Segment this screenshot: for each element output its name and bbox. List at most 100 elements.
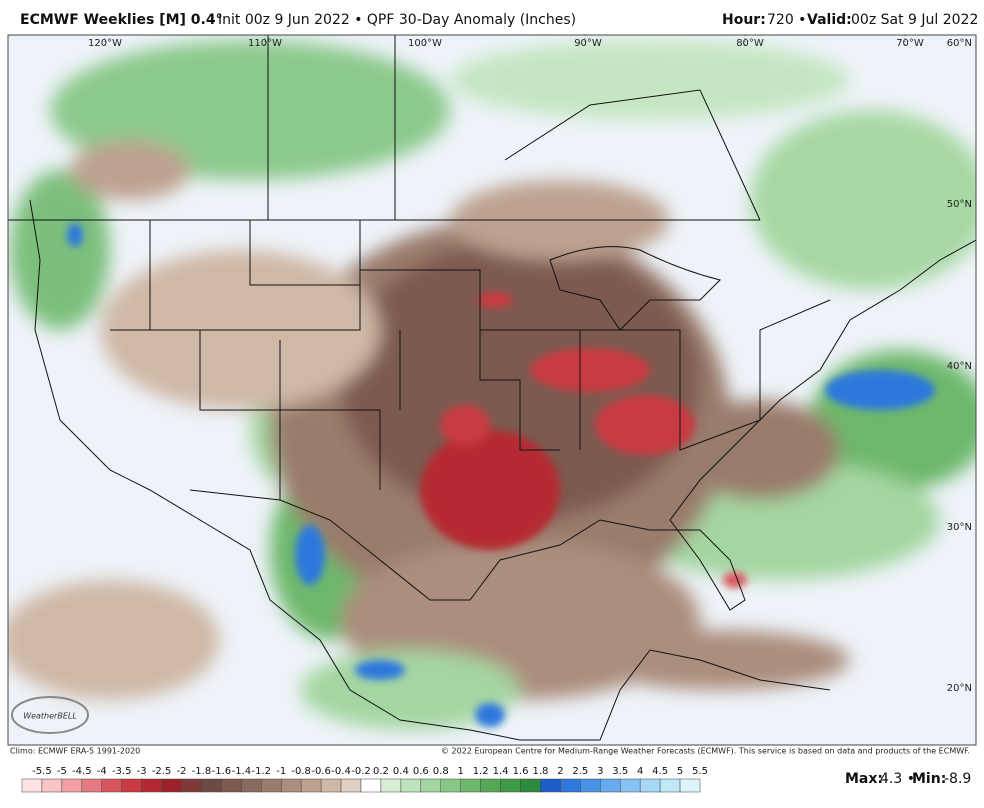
colorbar-label: 2.5 bbox=[572, 766, 588, 777]
colorbar-swatch bbox=[440, 778, 461, 793]
colorbar-label: 3.5 bbox=[612, 766, 628, 777]
lon-label: 120°W bbox=[88, 38, 122, 49]
colorbar-label: -1.6 bbox=[212, 766, 232, 777]
colorbar-label: 1.6 bbox=[513, 766, 529, 777]
colorbar-label: -1 bbox=[276, 766, 286, 777]
colorbar-label: 1.2 bbox=[473, 766, 489, 777]
colorbar-swatch bbox=[659, 778, 681, 793]
colorbar-label: -2.5 bbox=[152, 766, 172, 777]
valid: 00z Sat 9 Jul 2022 bbox=[851, 12, 978, 28]
colorbar-label: -5.5 bbox=[32, 766, 52, 777]
colorbar-swatch bbox=[201, 778, 222, 793]
colorbar-label: 0.8 bbox=[433, 766, 449, 777]
colorbar-swatch bbox=[639, 778, 661, 793]
lat-label: 30°N bbox=[947, 522, 972, 533]
min-label: Min: bbox=[912, 771, 946, 787]
lon-label: 80°W bbox=[736, 38, 764, 49]
map: WeatherBELL WeatherBELL bbox=[8, 35, 976, 745]
lat-label: 60°N bbox=[947, 38, 972, 49]
colorbar-swatch bbox=[300, 778, 322, 793]
colorbar-swatch bbox=[679, 778, 701, 793]
anomaly-field-strong bbox=[67, 223, 935, 727]
max-label: Max: bbox=[845, 771, 883, 787]
map-frame bbox=[7, 34, 977, 746]
colorbar-swatch bbox=[520, 778, 541, 793]
hour-label: Hour: bbox=[722, 12, 766, 28]
colorbar-label: 0.6 bbox=[413, 766, 429, 777]
colorbar-swatch bbox=[580, 778, 601, 793]
colorbar-label: 4 bbox=[637, 766, 643, 777]
colorbar-label: 4.5 bbox=[652, 766, 668, 777]
colorbar-swatch bbox=[500, 778, 521, 793]
title-rest: Init 00z 9 Jun 2022 • QPF 30-Day Anomaly… bbox=[218, 12, 576, 28]
lon-label: 90°W bbox=[574, 38, 602, 49]
colorbar-swatch bbox=[41, 778, 63, 793]
watermark-text: WeatherBELL bbox=[23, 712, 77, 721]
colorbar-swatch bbox=[161, 778, 182, 793]
colorbar-swatch bbox=[600, 778, 621, 793]
colorbar-swatch bbox=[280, 778, 302, 793]
colorbar-label: 2 bbox=[557, 766, 563, 777]
colorbar-swatch bbox=[460, 778, 481, 793]
copyright: © 2022 European Centre for Medium-Range … bbox=[441, 747, 970, 756]
colorbar-label: -4 bbox=[97, 766, 107, 777]
colorbar-label: -0.8 bbox=[291, 766, 311, 777]
hour: 720 • bbox=[767, 12, 806, 28]
anomaly-field bbox=[8, 40, 976, 730]
colorbar-swatch bbox=[380, 778, 402, 793]
colorbar-label: 5.5 bbox=[692, 766, 708, 777]
colorbar-swatch bbox=[141, 778, 162, 793]
title-bold: ECMWF Weeklies [M] 0.4° bbox=[20, 12, 223, 28]
colorbar-swatch bbox=[560, 778, 581, 793]
colorbar-swatch bbox=[101, 778, 122, 793]
colorbar-label: -3 bbox=[137, 766, 147, 777]
colorbar-swatch bbox=[261, 778, 282, 793]
colorbar-label: 1.4 bbox=[493, 766, 509, 777]
colorbar-label: -5 bbox=[57, 766, 67, 777]
colorbar-swatch bbox=[420, 778, 442, 793]
max: 4.3 • bbox=[880, 771, 915, 787]
colorbar-label: 3 bbox=[597, 766, 603, 777]
colorbar-label: -1.4 bbox=[232, 766, 252, 777]
colorbar-label: 1.8 bbox=[533, 766, 549, 777]
grid-labels: 120°W 110°W 100°W 90°W 80°W 70°W 60°N 50°N 40°N 3… bbox=[88, 38, 972, 694]
colorbar-swatch bbox=[480, 778, 501, 793]
lon-label: 70°W bbox=[896, 38, 924, 49]
colorbar: -5.5 -5 -4.5 -4 -3.5 -3 -2.5 -2 -1.8 -1.6 -1.4 -1.2… bbox=[21, 766, 708, 793]
colorbar-label: -2 bbox=[177, 766, 187, 777]
colorbar-swatch bbox=[221, 778, 242, 793]
watermark-logo: WeatherBELL bbox=[11, 696, 89, 734]
colorbar-label: 1 bbox=[458, 766, 464, 777]
colorbar-label: -0.6 bbox=[311, 766, 331, 777]
colorbar-label: 0.2 bbox=[373, 766, 389, 777]
lat-label: 40°N bbox=[947, 361, 972, 372]
lon-label: 110°W bbox=[248, 38, 282, 49]
colorbar-swatch bbox=[121, 778, 142, 793]
climo: Climo: ECMWF ERA-5 1991-2020 bbox=[10, 747, 140, 756]
colorbar-swatch bbox=[619, 778, 641, 793]
colorbar-swatch bbox=[320, 778, 342, 793]
colorbar-label: -0.4 bbox=[331, 766, 351, 777]
colorbar-swatch bbox=[360, 778, 382, 793]
colorbar-label: -0.2 bbox=[351, 766, 371, 777]
colorbar-label: -3.5 bbox=[112, 766, 132, 777]
colorbar-swatch bbox=[400, 778, 422, 793]
lat-label: 20°N bbox=[947, 683, 972, 694]
boundaries bbox=[8, 35, 976, 741]
colorbar-label: -1.8 bbox=[192, 766, 212, 777]
lat-label: 50°N bbox=[947, 199, 972, 210]
colorbar-swatch bbox=[540, 778, 561, 793]
colorbar-label: -1.2 bbox=[252, 766, 272, 777]
colorbar-swatch bbox=[181, 778, 202, 793]
lon-label: 100°W bbox=[408, 38, 442, 49]
colorbar-swatch bbox=[241, 778, 262, 793]
min: -8.9 bbox=[944, 771, 971, 787]
colorbar-label: 0.4 bbox=[393, 766, 409, 777]
colorbar-label: -4.5 bbox=[72, 766, 92, 777]
valid-label: Valid: bbox=[807, 12, 852, 28]
colorbar-swatch bbox=[340, 778, 362, 793]
colorbar-swatch bbox=[61, 778, 83, 793]
colorbar-label: 5 bbox=[677, 766, 683, 777]
